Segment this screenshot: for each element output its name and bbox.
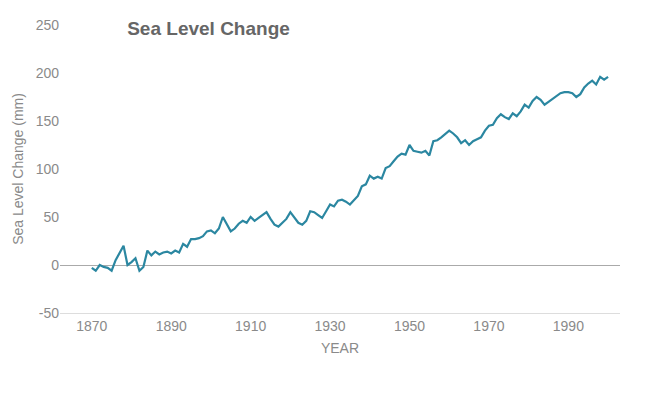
svg-text:250: 250 bbox=[36, 17, 60, 33]
svg-text:1890: 1890 bbox=[156, 318, 187, 334]
svg-text:1930: 1930 bbox=[314, 318, 345, 334]
svg-text:200: 200 bbox=[36, 65, 60, 81]
svg-text:50: 50 bbox=[43, 209, 59, 225]
svg-text:150: 150 bbox=[36, 113, 60, 129]
svg-text:YEAR: YEAR bbox=[321, 340, 359, 356]
svg-text:0: 0 bbox=[51, 257, 59, 273]
svg-text:Sea Level Change: Sea Level Change bbox=[127, 18, 290, 39]
svg-text:1950: 1950 bbox=[394, 318, 425, 334]
svg-text:1870: 1870 bbox=[76, 318, 107, 334]
svg-text:-50: -50 bbox=[39, 305, 59, 321]
svg-text:1990: 1990 bbox=[553, 318, 584, 334]
svg-text:Sea Level Change (mm): Sea Level Change (mm) bbox=[10, 93, 26, 245]
svg-text:1970: 1970 bbox=[473, 318, 504, 334]
svg-text:1910: 1910 bbox=[235, 318, 266, 334]
svg-text:100: 100 bbox=[36, 161, 60, 177]
